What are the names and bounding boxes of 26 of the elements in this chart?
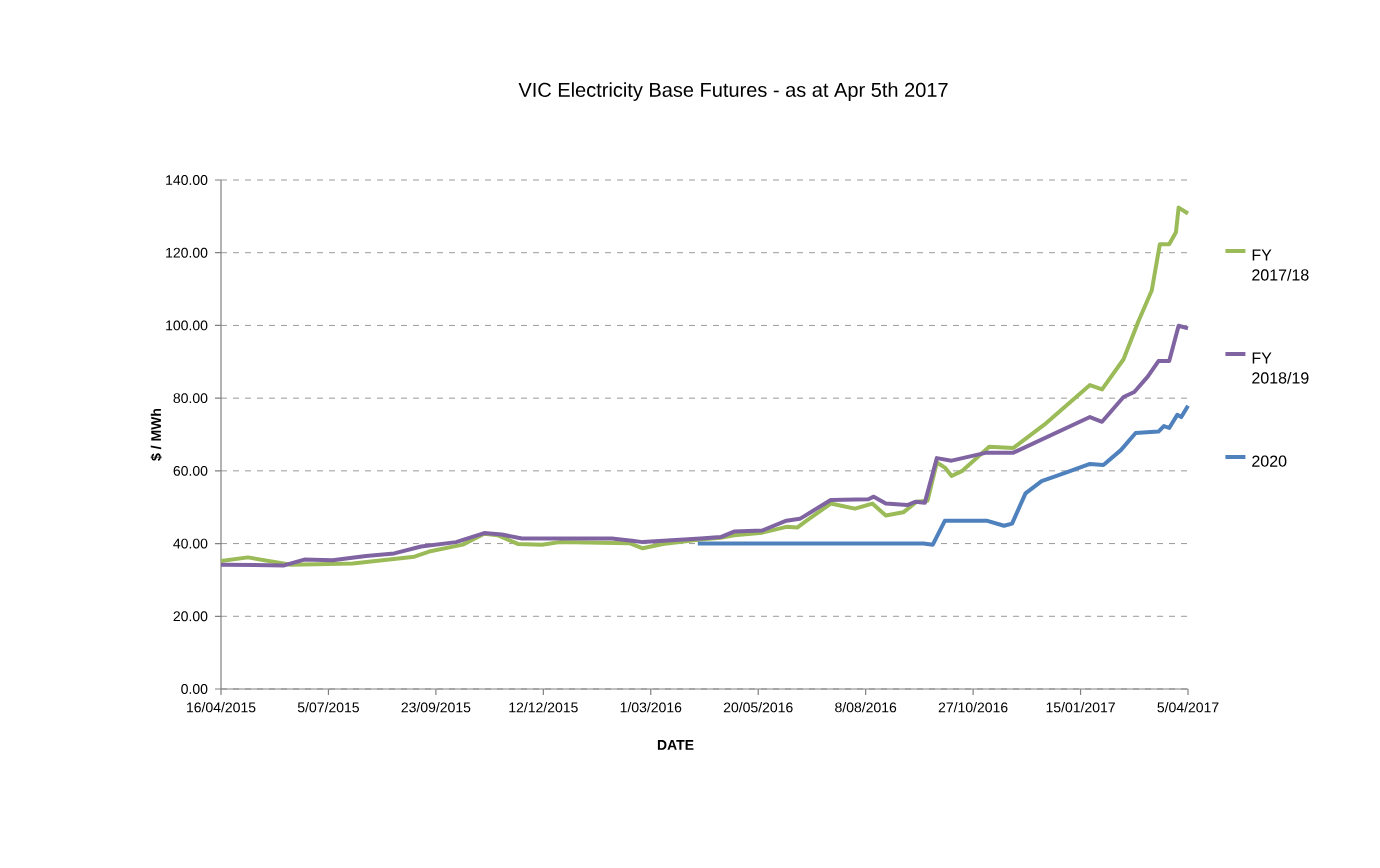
y-tick-label: 60.00 <box>173 465 208 476</box>
x-tick-label: 15/01/2017 <box>1046 702 1115 713</box>
legend-label: FY 2018/19 <box>1252 352 1309 384</box>
legend-label: 2020 <box>1252 455 1287 467</box>
y-tick-label: 140.00 <box>166 175 208 185</box>
x-tick-label: 8/08/2016 <box>835 702 897 713</box>
y-tick-label: 40.00 <box>173 538 208 549</box>
y-tick-label: 100.00 <box>166 320 208 331</box>
line-series <box>695 403 1191 547</box>
y-tick-label: 120.00 <box>166 247 208 258</box>
x-tick-label: 20/05/2016 <box>723 702 793 713</box>
y-tick-label: 80.00 <box>173 393 208 404</box>
x-tick-label: 27/10/2016 <box>938 702 1008 713</box>
y-tick-label: 0.00 <box>181 684 208 694</box>
y-tick-label: 20.00 <box>173 611 208 622</box>
x-tick-label: 12/12/2015 <box>509 702 578 713</box>
line-series <box>219 323 1191 568</box>
x-tick-label: 23/09/2015 <box>401 702 471 713</box>
x-tick-label: 5/07/2015 <box>297 702 359 713</box>
chart-title: VIC Electricity Base Futures - as at Apr 5th 2017 <box>518 82 948 101</box>
x-tick-label: 5/04/2017 <box>1157 702 1219 713</box>
x-tick-label: 16/04/2015 <box>187 702 256 713</box>
legend-label: FY 2017/18 <box>1252 249 1309 281</box>
x-tick-label: 1/03/2016 <box>620 702 682 713</box>
y-axis-title: $ / MWh <box>150 408 162 461</box>
x-axis-title: DATE <box>657 740 694 750</box>
